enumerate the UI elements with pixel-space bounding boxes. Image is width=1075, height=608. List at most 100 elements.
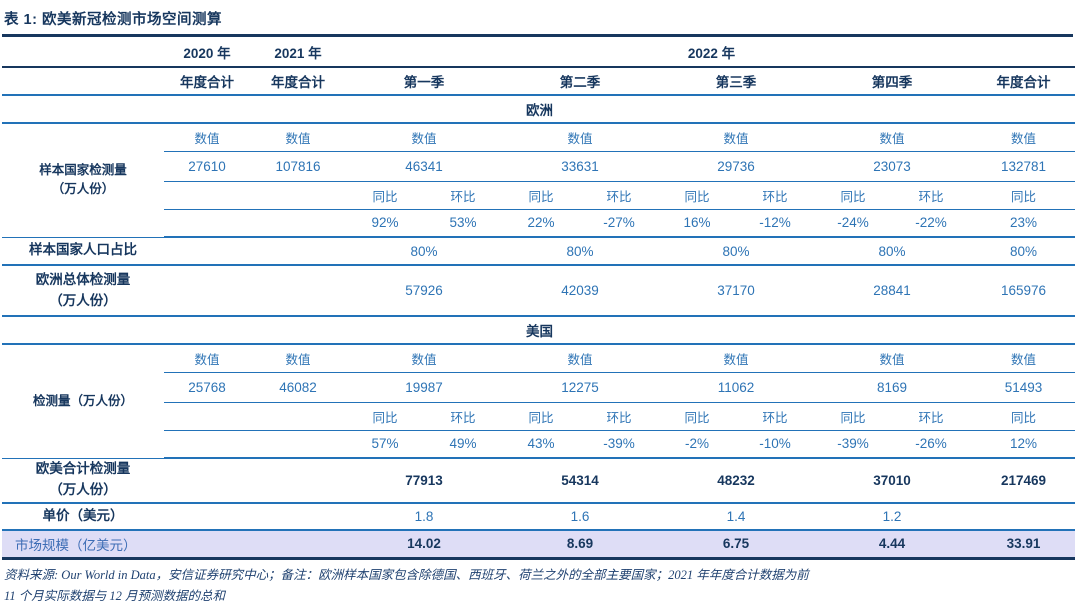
annual-total-2020-header: 年度合计 [164,67,250,95]
qoq-label: 环比 [580,402,658,430]
market-size-cell: 14.02 [346,530,502,558]
europe-value-cell: 27610 [164,151,250,181]
qoq-label: 环比 [736,181,814,209]
us-growth-cell: -39% [814,430,892,458]
combined-tests-cell: 37010 [814,458,970,503]
yoy-label: 同比 [502,402,580,430]
yoy-label: 同比 [502,181,580,209]
empty-cell [2,67,164,95]
unit-price-row: 单价（美元） 1.8 1.6 1.4 1.2 [2,503,1075,530]
qoq-label: 环比 [424,181,502,209]
empty-cell [250,265,346,316]
market-size-cell: 4.44 [814,530,970,558]
market-size-cell: 6.75 [658,530,814,558]
combined-tests-cell: 77913 [346,458,502,503]
europe-value-cell: 132781 [970,151,1075,181]
yoy-label: 同比 [970,181,1075,209]
unit-price-cell: 1.2 [814,503,970,530]
us-value-cell: 46082 [250,372,346,402]
europe-value-cell: 46341 [346,151,502,181]
europe-growth-cell: 16% [658,209,736,237]
unit-price-cell: 1.6 [502,503,658,530]
source-note: 资料来源: Our World in Data，安信证券研究中心；备注：欧洲样本… [2,565,1073,608]
yoy-label: 同比 [658,402,736,430]
market-size-row: 市场规模（亿美元） 14.02 8.69 6.75 4.44 33.91 [2,530,1075,558]
europe-pop-share-cell: 80% [814,237,970,265]
q2-header: 第二季 [502,67,658,95]
yoy-label: 同比 [814,402,892,430]
value-label: 数值 [346,123,502,151]
header-year-row: 2020 年 2021 年 2022 年 [2,37,1075,67]
q3-header: 第三季 [658,67,814,95]
us-growth-cell: -39% [580,430,658,458]
europe-pop-share-row: 样本国家人口占比 80% 80% 80% 80% 80% [2,237,1075,265]
col-2020-header: 2020 年 [164,37,250,67]
europe-growth-cell: -12% [736,209,814,237]
europe-pop-share-cell: 80% [346,237,502,265]
unit-price-cell: 1.4 [658,503,814,530]
europe-sample-tests-label: 样本国家检测量 （万人份） [2,123,164,237]
value-label: 数值 [502,123,658,151]
empty-cell [250,530,346,558]
value-label: 数值 [502,344,658,372]
europe-total-cell: 165976 [970,265,1075,316]
europe-pop-share-cell: 80% [658,237,814,265]
value-label: 数值 [658,344,814,372]
empty-cell [250,209,346,237]
qoq-label: 环比 [892,181,970,209]
yoy-label: 同比 [814,181,892,209]
us-value-label-row: 检测量（万人份） 数值 数值 数值 数值 数值 数值 数值 [2,344,1075,372]
europe-total-label: 欧洲总体检测量 （万人份） [2,265,164,316]
combined-tests-row: 欧美合计检测量 （万人份） 77913 54314 48232 37010 21… [2,458,1075,503]
col-2021-header: 2021 年 [250,37,346,67]
europe-pop-share-label: 样本国家人口占比 [2,237,164,265]
empty-cell [164,181,250,209]
us-growth-cell: -2% [658,430,736,458]
value-label: 数值 [346,344,502,372]
us-value-cell: 12275 [502,372,658,402]
empty-cell [2,37,164,67]
us-value-cell: 51493 [970,372,1075,402]
europe-total-cell: 57926 [346,265,502,316]
empty-cell [250,237,346,265]
us-growth-cell: -26% [892,430,970,458]
yoy-label: 同比 [970,402,1075,430]
market-estimate-table: 2020 年 2021 年 2022 年 年度合计 年度合计 第一季 第二季 第… [2,37,1075,560]
value-label: 数值 [814,123,970,151]
empty-cell [970,503,1075,530]
yoy-label: 同比 [346,402,424,430]
us-growth-cell: 43% [502,430,580,458]
q1-header: 第一季 [346,67,502,95]
us-growth-cell: 49% [424,430,502,458]
empty-cell [164,430,250,458]
europe-total-cell: 37170 [658,265,814,316]
empty-cell [250,503,346,530]
empty-cell [164,503,250,530]
value-label: 数值 [814,344,970,372]
europe-value-label-row: 样本国家检测量 （万人份） 数值 数值 数值 数值 数值 数值 数值 [2,123,1075,151]
market-size-cell: 33.91 [970,530,1075,558]
europe-total-cell: 42039 [502,265,658,316]
unit-price-cell: 1.8 [346,503,502,530]
europe-growth-cell: -27% [580,209,658,237]
europe-growth-cell: 22% [502,209,580,237]
europe-growth-cell: 53% [424,209,502,237]
value-label: 数值 [658,123,814,151]
europe-section-title: 欧洲 [2,95,1075,123]
us-growth-cell: 57% [346,430,424,458]
us-value-cell: 19987 [346,372,502,402]
us-value-cell: 8169 [814,372,970,402]
empty-cell [250,458,346,503]
europe-section-row: 欧洲 [2,95,1075,123]
empty-cell [164,237,250,265]
market-size-label: 市场规模（亿美元） [2,530,164,558]
europe-pop-share-cell: 80% [970,237,1075,265]
qoq-label: 环比 [736,402,814,430]
europe-total-row: 欧洲总体检测量 （万人份） 57926 42039 37170 28841 16… [2,265,1075,316]
qoq-label: 环比 [892,402,970,430]
header-period-row: 年度合计 年度合计 第一季 第二季 第三季 第四季 年度合计 [2,67,1075,95]
annual-total-2021-header: 年度合计 [250,67,346,95]
europe-growth-cell: 92% [346,209,424,237]
empty-cell [250,430,346,458]
us-growth-cell: -10% [736,430,814,458]
